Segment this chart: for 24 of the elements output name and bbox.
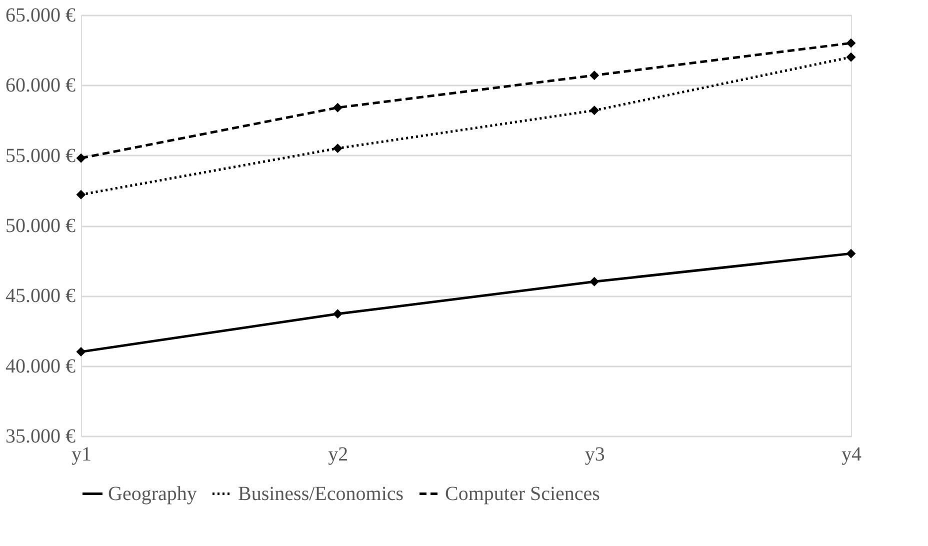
y-tick-label: 45.000 € bbox=[6, 285, 76, 308]
point bbox=[76, 153, 86, 163]
legend-label: Geography bbox=[108, 482, 197, 505]
x-tick-label: y2 bbox=[328, 444, 348, 466]
legend-label: Computer Sciences bbox=[445, 482, 600, 505]
point bbox=[76, 190, 86, 200]
point bbox=[76, 347, 86, 357]
point bbox=[846, 52, 856, 62]
y-tick-label: 55.000 € bbox=[6, 144, 76, 167]
point bbox=[846, 38, 856, 48]
point bbox=[590, 276, 600, 286]
y-tick-label: 60.000 € bbox=[6, 74, 76, 97]
x-tick-label: y4 bbox=[842, 444, 862, 466]
point bbox=[590, 106, 600, 116]
point bbox=[332, 144, 342, 154]
point bbox=[590, 70, 600, 80]
legend-label: Business/Economics bbox=[238, 482, 404, 505]
point bbox=[846, 248, 856, 258]
y-tick-label: 65.000 € bbox=[6, 4, 76, 26]
y-tick-label: 40.000 € bbox=[6, 355, 76, 378]
point bbox=[332, 102, 342, 112]
point bbox=[332, 309, 342, 319]
x-tick-label: y3 bbox=[584, 444, 605, 466]
y-tick-label: 50.000 € bbox=[6, 215, 76, 237]
